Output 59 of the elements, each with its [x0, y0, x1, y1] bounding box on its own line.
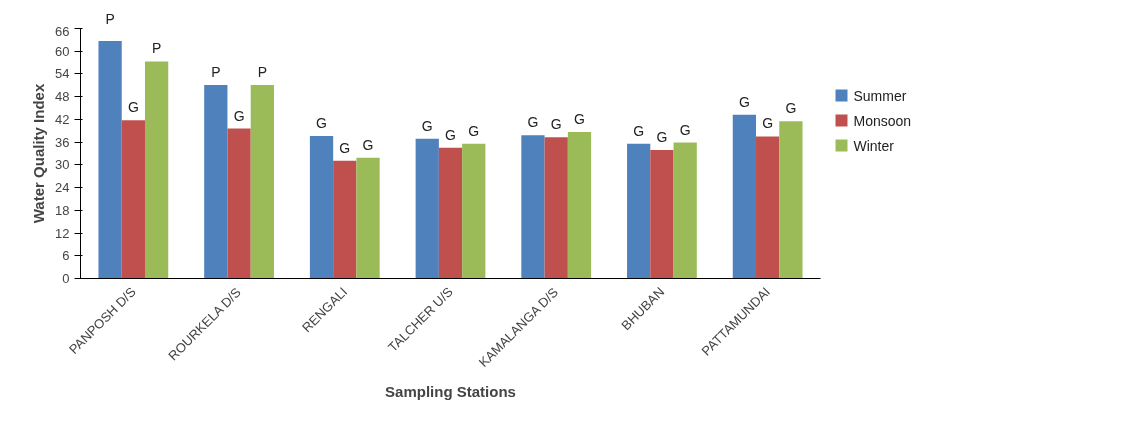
bar: [227, 128, 251, 279]
data-label: G: [233, 107, 245, 124]
data-label: G: [679, 121, 691, 138]
y-tick-label: 48: [55, 89, 70, 105]
y-tick-label: 42: [55, 111, 70, 127]
data-label: G: [339, 139, 351, 156]
bar: [756, 136, 780, 279]
data-label: G: [127, 99, 139, 116]
x-axis-title: Sampling Stations: [385, 383, 516, 401]
bar: [250, 84, 274, 279]
bar: [333, 160, 357, 279]
bar: [732, 114, 757, 279]
data-label: G: [445, 126, 456, 143]
data-label: P: [105, 10, 115, 27]
legend-label: Winter: [853, 137, 895, 154]
data-label: P: [257, 63, 267, 80]
bar: [144, 61, 169, 279]
bar: [438, 147, 463, 279]
bar: [462, 143, 486, 279]
y-tick-label: 36: [55, 134, 70, 150]
bar: [627, 143, 651, 279]
bar: [204, 84, 228, 279]
bar: [309, 136, 334, 279]
bar: [673, 142, 697, 279]
bar: [415, 138, 439, 279]
y-tick-label: 54: [55, 66, 70, 82]
y-tick-label: 6: [62, 248, 70, 264]
data-label: G: [316, 115, 327, 132]
bar: [650, 150, 674, 279]
data-label: G: [527, 114, 539, 131]
data-label: G: [362, 136, 374, 153]
bar: [521, 135, 545, 279]
data-label: G: [762, 115, 774, 132]
bar: [567, 131, 592, 279]
bar: [356, 157, 380, 279]
bar: [544, 137, 568, 279]
y-tick-label: 0: [62, 271, 70, 286]
y-axis-title: Water Quality Index: [30, 83, 48, 224]
data-label: G: [550, 116, 562, 133]
y-tick-label: 12: [55, 225, 70, 241]
bar: [779, 121, 803, 279]
y-tick-label: 60: [55, 43, 70, 59]
data-label: G: [421, 117, 433, 134]
data-label: G: [738, 93, 750, 110]
data-label: P: [211, 63, 221, 80]
data-label: G: [656, 129, 668, 146]
legend-label: Monsoon: [853, 112, 912, 129]
legend-label: Summer: [853, 87, 907, 104]
data-label: G: [468, 122, 480, 139]
data-label: G: [633, 122, 645, 139]
bar: [98, 41, 122, 279]
y-tick-label: 30: [55, 157, 70, 173]
data-label: P: [151, 40, 162, 57]
data-label: G: [785, 100, 797, 117]
y-tick-label: 24: [55, 180, 70, 196]
data-label: G: [574, 110, 585, 127]
bar: [121, 120, 145, 279]
y-tick-label: 18: [55, 202, 70, 218]
y-tick-label: 66: [55, 23, 70, 39]
